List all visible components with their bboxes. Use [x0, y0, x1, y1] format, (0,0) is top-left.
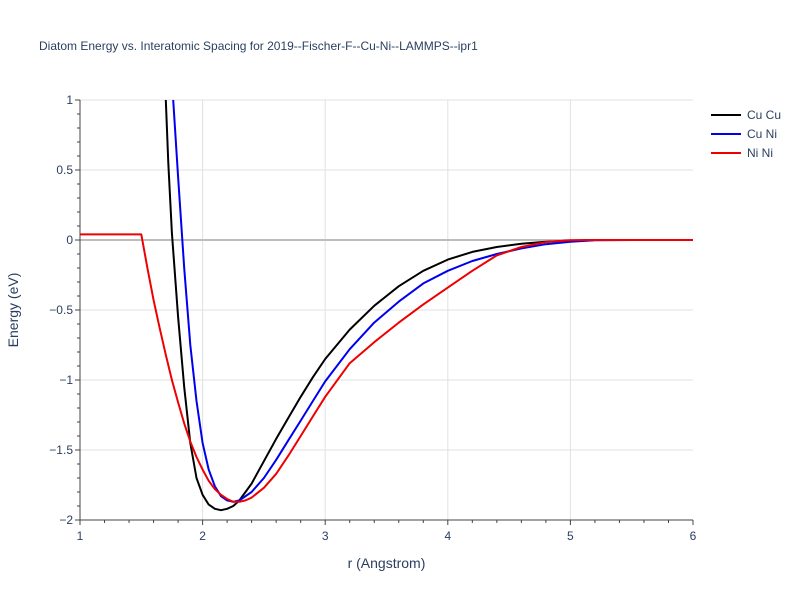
legend-item-label: Ni Ni	[747, 146, 773, 160]
series-group	[80, 100, 693, 512]
legend-item-label: Cu Cu	[747, 108, 781, 122]
grid	[80, 99, 693, 520]
x-tick-group: 1 2 3 4 5 6	[77, 520, 697, 543]
y-tick-group: −2 −1.5 −1 −0.5 0 0.5 1	[49, 93, 80, 527]
series-line-cu-cu	[164, 100, 693, 512]
x-tick-label: 6	[690, 529, 697, 543]
legend: Cu Cu Cu Ni Ni Ni	[711, 108, 781, 160]
y-tick-label: 0	[66, 233, 73, 247]
x-tick-label: 5	[567, 529, 574, 543]
x-tick-label: 1	[77, 529, 84, 543]
y-tick-label: 0.5	[56, 163, 73, 177]
x-tick-label: 2	[199, 529, 206, 543]
y-tick-label: −1.5	[49, 443, 73, 457]
x-tick-label: 4	[444, 529, 451, 543]
y-axis-label: Energy (eV)	[5, 273, 21, 348]
legend-item-label: Cu Ni	[747, 127, 777, 141]
y-tick-label: 1	[66, 93, 73, 107]
y-tick-label: −1	[59, 373, 73, 387]
chart-title: Diatom Energy vs. Interatomic Spacing fo…	[39, 39, 478, 53]
x-tick-label: 3	[322, 529, 329, 543]
y-tick-label: −0.5	[49, 303, 73, 317]
x-axis-label: r (Angstrom)	[348, 555, 426, 571]
series-line-ni-ni	[80, 233, 693, 503]
y-tick-label: −2	[59, 513, 73, 527]
